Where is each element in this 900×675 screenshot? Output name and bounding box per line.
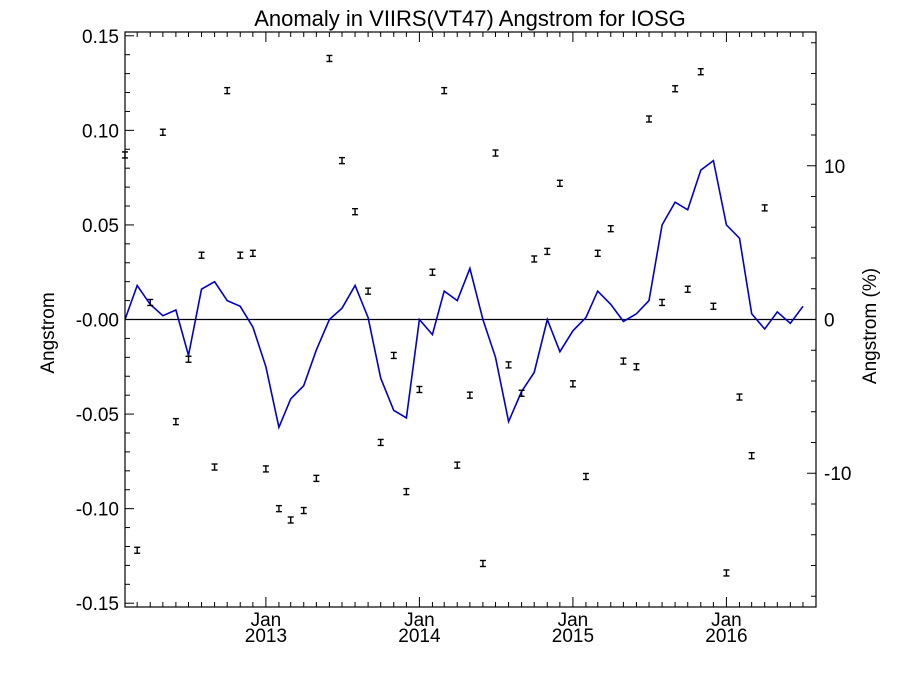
plot-frame <box>124 31 817 608</box>
error-bar-marker <box>736 393 743 401</box>
error-bar-marker <box>159 128 166 136</box>
error-bar-marker <box>352 207 359 216</box>
y-tick-label: -0.05 <box>76 405 119 426</box>
chart-title: Anomaly in VIIRS(VT47) Angstrom for IOSG <box>254 6 686 31</box>
error-bar-marker <box>684 285 691 293</box>
y2-axis-label: Angstrom (%) <box>860 268 881 384</box>
error-bar-marker <box>287 516 294 524</box>
error-bar-marker <box>441 86 448 95</box>
error-bar-marker <box>607 225 614 233</box>
anomaly-series-line <box>124 159 804 430</box>
y2-tick-label: 0 <box>824 311 835 332</box>
error-bar-marker <box>134 546 141 554</box>
error-bar-marker <box>582 472 589 481</box>
x-tick-label-year: 2016 <box>705 626 747 647</box>
error-bar-marker <box>646 115 653 123</box>
error-bar-marker <box>198 251 205 259</box>
error-bar-marker <box>390 351 397 360</box>
error-bar-marker <box>211 463 218 471</box>
error-bar-marker <box>710 302 717 310</box>
y-axis-label: Angstrom <box>38 292 59 373</box>
x-tick-label-month: Jan <box>251 610 282 631</box>
error-bar-marker <box>761 204 768 212</box>
error-bar-marker <box>531 255 538 263</box>
error-bar-marker <box>224 86 231 95</box>
y-tick-label: 0.15 <box>82 27 119 48</box>
error-bar-marker <box>544 247 551 256</box>
error-bar-marker <box>147 298 154 307</box>
error-bar-marker <box>326 54 333 63</box>
error-bar-marker <box>466 391 473 399</box>
error-bar-marker <box>620 357 627 365</box>
x-tick-label-month: Jan <box>558 610 589 631</box>
error-bar-marker <box>262 465 269 473</box>
y2-tick-label: -10 <box>824 464 851 485</box>
x-tick-label-year: 2015 <box>552 626 594 647</box>
y-tick-label: -0.00 <box>76 311 119 332</box>
x-tick-label-year: 2014 <box>398 626 441 647</box>
x-tick-label-year: 2013 <box>245 626 287 647</box>
error-bar-marker <box>672 85 679 93</box>
error-bar-marker <box>403 487 410 496</box>
error-bar-marker <box>377 438 384 447</box>
y-tick-label: 0.10 <box>82 121 119 142</box>
plot-area: 0.15 0.10 0.05 -0.00 -0.05 -0.10 -0.15 10 0 -10 Ja… <box>76 27 852 647</box>
y-tick-label: -0.10 <box>76 500 119 521</box>
error-bar-marker <box>454 461 461 469</box>
error-bar-marker <box>556 179 563 188</box>
error-bar-marker <box>365 287 372 295</box>
error-bar-marker <box>723 569 730 577</box>
error-bar-marker <box>339 156 346 165</box>
error-bar-marker <box>416 385 423 394</box>
x-tick-label-month: Jan <box>404 610 435 631</box>
error-bar-marker <box>594 249 601 257</box>
x-tick-label-month: Jan <box>711 610 742 631</box>
error-bar-marker <box>479 559 486 568</box>
y2-tick-label: 10 <box>824 157 845 178</box>
error-bar-marker <box>249 249 256 257</box>
error-bar-marker <box>569 380 576 388</box>
error-bar-marker <box>518 389 525 397</box>
error-bar-marker <box>505 361 512 369</box>
y-tick-label: 0.05 <box>82 216 119 237</box>
error-bar-marker <box>275 504 282 513</box>
error-bar-marker <box>185 355 192 363</box>
error-bar-marker <box>300 506 307 515</box>
error-bar-marker <box>172 417 179 426</box>
error-bar-marker <box>429 268 436 276</box>
y-tick-label: -0.15 <box>76 594 119 615</box>
error-bar-marker <box>697 68 704 76</box>
error-bar-marker <box>237 251 244 259</box>
error-bar-marker <box>492 149 499 157</box>
error-bar-marker <box>313 474 320 483</box>
error-bar-marker <box>633 363 640 371</box>
error-bar-marker <box>748 451 755 460</box>
error-bar-marker <box>659 298 666 307</box>
